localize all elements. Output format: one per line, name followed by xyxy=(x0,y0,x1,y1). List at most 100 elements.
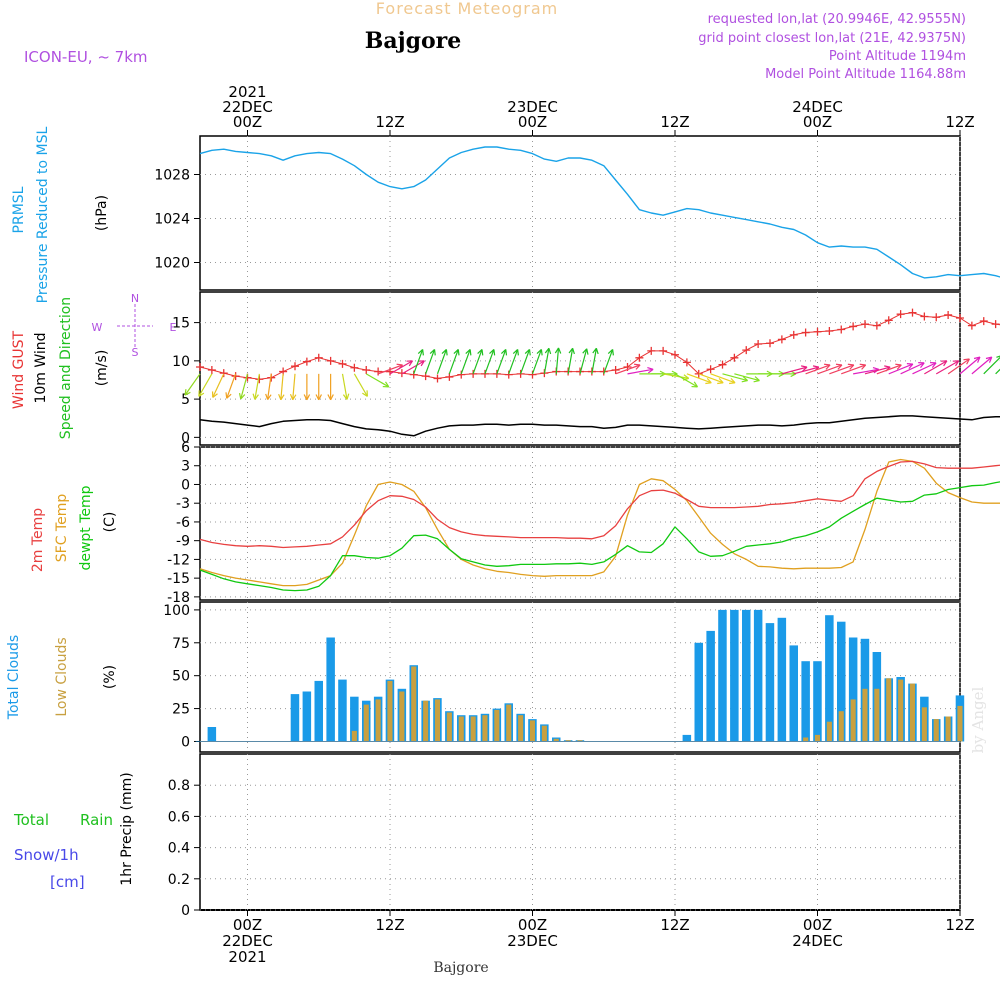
wind-direction-arrow xyxy=(543,347,552,374)
wind-direction-arrow xyxy=(315,373,323,401)
low-clouds-bar xyxy=(957,705,963,742)
time-label-bottom: 12Z xyxy=(945,916,974,934)
wind-arrow-head xyxy=(225,392,232,399)
time-label-top: 00Z xyxy=(518,113,547,131)
wind-direction-arrow xyxy=(327,373,334,401)
footer-location: Bajgore xyxy=(433,960,488,976)
wind-gust-marker xyxy=(362,366,371,375)
wind-arrow-shaft xyxy=(240,373,249,400)
time-label-bottom: 00Z xyxy=(233,916,262,934)
wind-arrow-head xyxy=(198,390,205,397)
wind-arrow-shaft xyxy=(959,356,981,375)
wind-y-tick-label: 15 xyxy=(172,316,190,332)
wind-arrow-shaft xyxy=(579,348,588,375)
temp-y-tick-label: -3 xyxy=(176,496,190,512)
precip-ylabel: 1hr Precip (mm) xyxy=(119,772,135,885)
wind-direction-arrow xyxy=(278,373,285,401)
precip-y-tick-label: 0 xyxy=(181,903,190,919)
clouds-y-tick-label: 25 xyxy=(172,702,190,718)
requested-coords: requested lon,lat (20.9946E, 42.9555N) xyxy=(708,12,966,27)
y-axis-ticks: 102010241028051015-18-15-12-9-6-30360255… xyxy=(154,168,200,919)
low-clouds-bar xyxy=(541,725,547,742)
low-clouds-bar xyxy=(423,700,429,742)
wind-gust-marker xyxy=(789,330,798,339)
wind-gust-marker xyxy=(504,370,513,379)
time-label-top: 12Z xyxy=(945,113,974,131)
low-clouds-bar xyxy=(838,711,844,742)
wind-direction-arrow xyxy=(698,373,724,385)
low-clouds-bar xyxy=(387,680,393,742)
wind-arrow-shaft xyxy=(995,368,1000,375)
low-clouds-bar xyxy=(399,691,405,742)
wind-arrow-head xyxy=(647,367,654,374)
wind-gust-marker xyxy=(956,314,964,323)
wind-direction-arrow xyxy=(591,347,599,374)
wind-gust-marker xyxy=(457,370,466,379)
wind-gust-marker xyxy=(884,316,893,325)
wind-arrow-shaft xyxy=(722,373,748,382)
wind-gust-marker xyxy=(825,327,834,336)
wind-arrow-head xyxy=(682,374,690,381)
wind-arrow-shaft xyxy=(425,349,436,375)
wind-direction-arrow xyxy=(211,373,225,398)
wind-direction-arrow xyxy=(496,348,508,375)
wind-gust-marker xyxy=(659,346,668,355)
total-clouds-bar xyxy=(694,642,703,742)
wind-direction-arrow xyxy=(425,348,436,375)
wind-arrow-shaft xyxy=(900,362,925,375)
wind-direction-arrow xyxy=(265,373,272,400)
time-label-bottom: 00Z xyxy=(518,916,547,934)
wind-direction-arrow xyxy=(184,373,201,396)
wind-gust-marker xyxy=(433,374,442,383)
total-clouds-bar xyxy=(742,609,751,742)
location-title: Bajgore xyxy=(365,28,461,54)
wind-gust-marker xyxy=(528,370,537,379)
wind-arrow-head xyxy=(705,377,712,385)
clouds-panel-frame xyxy=(199,601,961,753)
wind-arrow-head xyxy=(835,363,843,370)
precip-y-tick-label: 0.6 xyxy=(168,809,190,825)
wind-direction-arrow xyxy=(912,362,937,375)
low-clouds-bar xyxy=(921,707,927,742)
temp-y-tick-label: 3 xyxy=(181,459,190,475)
wind-gust-marker xyxy=(231,372,240,381)
wind-gust-marker xyxy=(445,372,454,381)
wind-direction-arrow xyxy=(198,373,213,397)
wind-gust-marker xyxy=(944,310,953,319)
temp-y-tick-label: -6 xyxy=(176,515,190,531)
wind-arrow-head xyxy=(996,355,1000,362)
low-clouds-bar xyxy=(933,719,939,742)
wind-gust-marker xyxy=(849,322,858,331)
clouds-label-unit: (%) xyxy=(102,665,118,689)
clouds-label-low: Low Clouds xyxy=(54,637,70,716)
low-clouds-bar xyxy=(577,740,583,742)
wind-direction-arrow xyxy=(413,348,424,375)
gridlines xyxy=(200,130,961,916)
wind-gust-marker xyxy=(397,369,406,378)
low-clouds-bar xyxy=(909,683,915,742)
wind-arrow-shaft xyxy=(448,349,459,375)
precip-rain-label: Rain xyxy=(80,811,113,829)
wind-arrow-shaft xyxy=(508,349,519,375)
wind-gust-marker xyxy=(302,357,311,366)
wind-arrow-shaft xyxy=(615,364,641,375)
wind-arrow-head xyxy=(691,381,699,388)
temp-y-tick-label: -9 xyxy=(176,534,190,550)
wind-direction-arrow xyxy=(341,373,350,400)
wind-arrow-shaft xyxy=(627,368,654,375)
wind-arrow-head xyxy=(418,360,425,367)
wind-arrow-head xyxy=(963,358,970,365)
wind-direction-arrow xyxy=(531,348,543,375)
wind-direction-arrow xyxy=(484,348,496,375)
wind-arrow-shaft xyxy=(567,348,574,374)
wind-arrow-head xyxy=(278,393,285,401)
wind-direction-arrow xyxy=(876,363,902,375)
wind-direction-arrow xyxy=(238,373,249,400)
wind-arrow-shaft xyxy=(947,358,970,375)
wind-arrow-head xyxy=(568,347,575,355)
wind-gust-marker xyxy=(801,328,810,337)
temp-panel-frame xyxy=(199,446,961,601)
total-clouds-bar xyxy=(207,727,217,742)
wind-arrow-shaft xyxy=(603,349,614,375)
